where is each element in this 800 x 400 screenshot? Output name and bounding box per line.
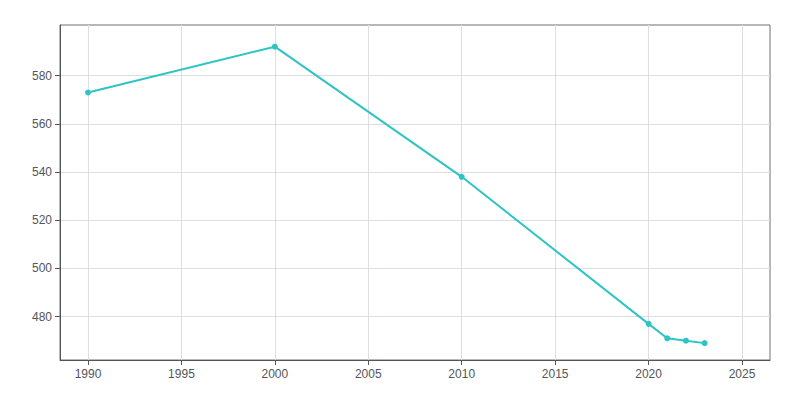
svg-text:2020: 2020 (635, 367, 662, 381)
svg-text:480: 480 (32, 310, 52, 324)
svg-text:2015: 2015 (542, 367, 569, 381)
svg-text:580: 580 (32, 69, 52, 83)
svg-text:540: 540 (32, 165, 52, 179)
svg-text:520: 520 (32, 213, 52, 227)
svg-text:500: 500 (32, 261, 52, 275)
svg-text:2000: 2000 (262, 367, 289, 381)
svg-text:2010: 2010 (448, 367, 475, 381)
svg-text:2005: 2005 (355, 367, 382, 381)
svg-text:1990: 1990 (75, 367, 102, 381)
svg-text:560: 560 (32, 117, 52, 131)
svg-text:1995: 1995 (168, 367, 195, 381)
svg-text:2025: 2025 (729, 367, 756, 381)
